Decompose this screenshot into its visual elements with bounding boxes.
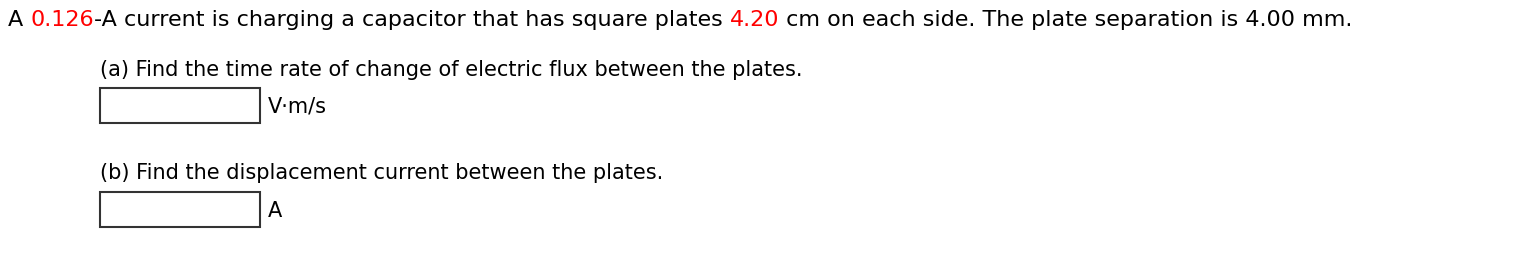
Text: V·m/s: V·m/s (268, 97, 327, 117)
Text: 4.20: 4.20 (730, 10, 779, 30)
Text: (b) Find the displacement current between the plates.: (b) Find the displacement current betwee… (100, 163, 664, 183)
Text: -A current is charging a capacitor that has square plates: -A current is charging a capacitor that … (94, 10, 730, 30)
Text: A: A (8, 10, 31, 30)
Text: (a) Find the time rate of change of electric flux between the plates.: (a) Find the time rate of change of elec… (100, 60, 802, 80)
Text: cm on each side. The plate separation is 4.00 mm.: cm on each side. The plate separation is… (779, 10, 1352, 30)
Bar (100, 192, 261, 227)
Bar (100, 88, 261, 123)
Text: A: A (268, 201, 282, 221)
Text: 0.126: 0.126 (31, 10, 94, 30)
